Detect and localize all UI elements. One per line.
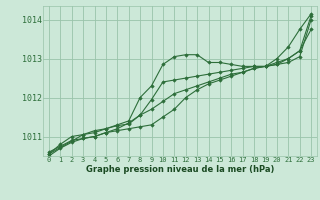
- X-axis label: Graphe pression niveau de la mer (hPa): Graphe pression niveau de la mer (hPa): [86, 165, 274, 174]
